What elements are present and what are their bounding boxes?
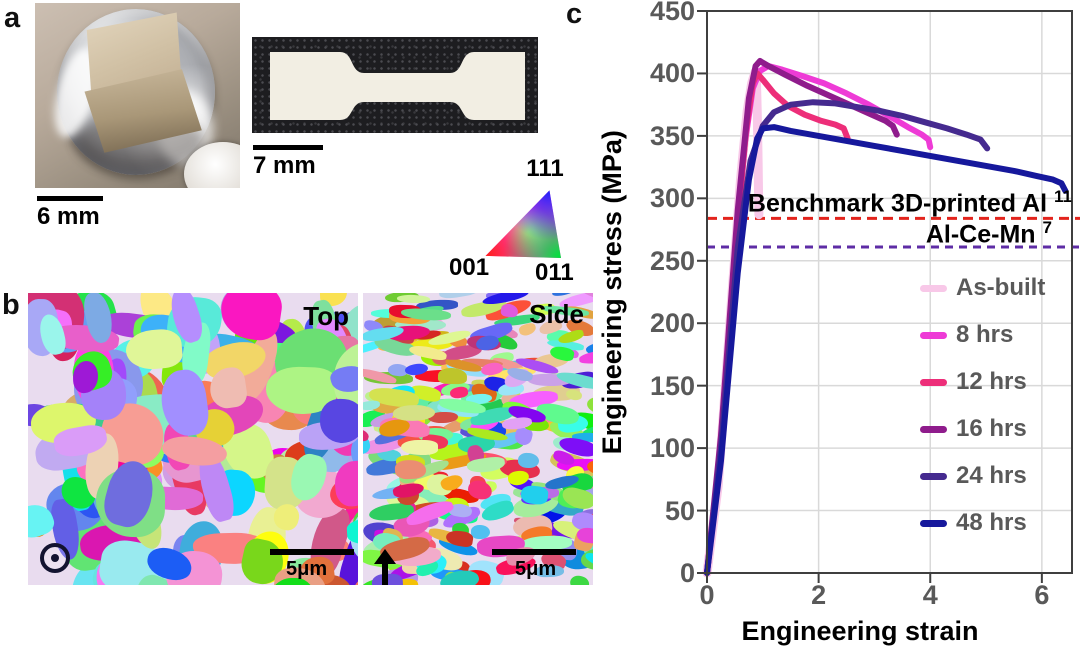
y-tick-label: 250 <box>649 245 695 276</box>
y-tick-label: 350 <box>649 120 695 151</box>
ebsd-top-label: Top <box>303 301 349 331</box>
panel-b-letter: b <box>2 289 20 321</box>
legend-item-48-hrs: 48 hrs <box>920 511 1078 535</box>
al-ce-mn-annotation: Al-Ce-Mn 7 <box>700 218 1052 249</box>
scale-bar-7mm-label: 7 mm <box>253 152 316 179</box>
legend-swatch <box>920 425 947 433</box>
y-tick-label: 0 <box>679 558 695 588</box>
ipf-color-triangle <box>485 190 561 258</box>
legend-label: 48 hrs <box>956 509 1027 536</box>
legend-label: 16 hrs <box>956 415 1027 442</box>
legend-item-12-hrs: 12 hrs <box>920 370 1078 394</box>
legend-label: 24 hrs <box>956 462 1027 489</box>
x-tick-label: 2 <box>811 580 827 610</box>
ipf-label-111: 111 <box>526 155 564 182</box>
y-tick-label: 50 <box>664 495 695 526</box>
plot-frame <box>706 10 1073 574</box>
legend-label: As-built <box>956 274 1046 301</box>
legend-swatch <box>920 378 947 386</box>
series-line-16-hrs <box>704 58 900 576</box>
y-tick-label: 150 <box>649 370 695 401</box>
x-tick-label: 0 <box>699 580 715 610</box>
scale-bar-7mm <box>253 145 323 150</box>
grain <box>568 573 592 585</box>
tensile-specimen-photo <box>252 37 538 133</box>
scale-bar-6mm-label: 6 mm <box>37 203 100 230</box>
build-direction-arrow-icon <box>374 549 396 585</box>
y-tick-label: 200 <box>649 308 695 339</box>
benchmark-al-annotation: Benchmark 3D-printed Al 11 <box>700 187 1072 218</box>
y-tick-label: 300 <box>649 183 695 214</box>
y-tick-label: 450 <box>649 0 695 26</box>
cube-sample-photo <box>35 3 240 188</box>
scale-bar-6mm <box>37 196 103 201</box>
al-ce-mn-text: Al-Ce-Mn <box>925 220 1036 249</box>
ebsd-top-scale-label: 5μm <box>286 558 328 580</box>
grain <box>400 440 438 456</box>
x-axis-title: Engineering strain <box>741 616 979 646</box>
y-tick-label: 400 <box>649 58 695 89</box>
ipf-label-011: 011 <box>535 259 574 286</box>
grain <box>520 484 550 505</box>
legend-item-8-hrs: 8 hrs <box>920 323 1078 347</box>
grain <box>363 426 371 443</box>
legend-swatch <box>920 472 947 480</box>
grain <box>437 367 467 385</box>
dogbone-specimen <box>270 52 525 120</box>
x-tick-label: 4 <box>922 580 938 610</box>
benchmark-al-citation: 11 <box>1054 187 1072 206</box>
legend-swatch <box>920 331 947 339</box>
ebsd-side-scale-bar <box>492 549 576 555</box>
ebsd-top-scale-bar <box>270 549 354 555</box>
legend-item-16-hrs: 16 hrs <box>920 417 1078 441</box>
benchmark-al-text: Benchmark 3D-printed Al <box>747 189 1048 218</box>
panel-a-letter: a <box>4 2 21 34</box>
series-line-48-hrs <box>704 124 1069 576</box>
ebsd-map-side: Side 5μm <box>363 293 593 585</box>
al-ce-mn-citation: 7 <box>1042 218 1052 237</box>
chart-legend: As-built 8 hrs 12 hrs 16 hrs 24 hrs 48 hrs <box>920 276 1078 558</box>
out-of-plane-icon <box>40 543 70 573</box>
ipf-label-001: 001 <box>449 254 490 281</box>
legend-swatch <box>920 519 947 527</box>
legend-label: 12 hrs <box>956 368 1027 395</box>
y-axis-title: Engineering stress (MPa) <box>596 130 627 455</box>
ebsd-side-scale-label: 5μm <box>515 558 557 580</box>
legend-label: 8 hrs <box>956 321 1014 348</box>
legend-item-24-hrs: 24 hrs <box>920 464 1078 488</box>
legend-swatch <box>920 284 947 292</box>
y-tick-label: 100 <box>649 433 695 464</box>
panel-c-letter: c <box>566 0 583 30</box>
x-tick-label: 6 <box>1034 580 1050 610</box>
ebsd-map-top: Top 5μm <box>28 293 358 585</box>
legend-item-as-built: As-built <box>920 276 1078 300</box>
ebsd-side-label: Side <box>529 299 584 329</box>
